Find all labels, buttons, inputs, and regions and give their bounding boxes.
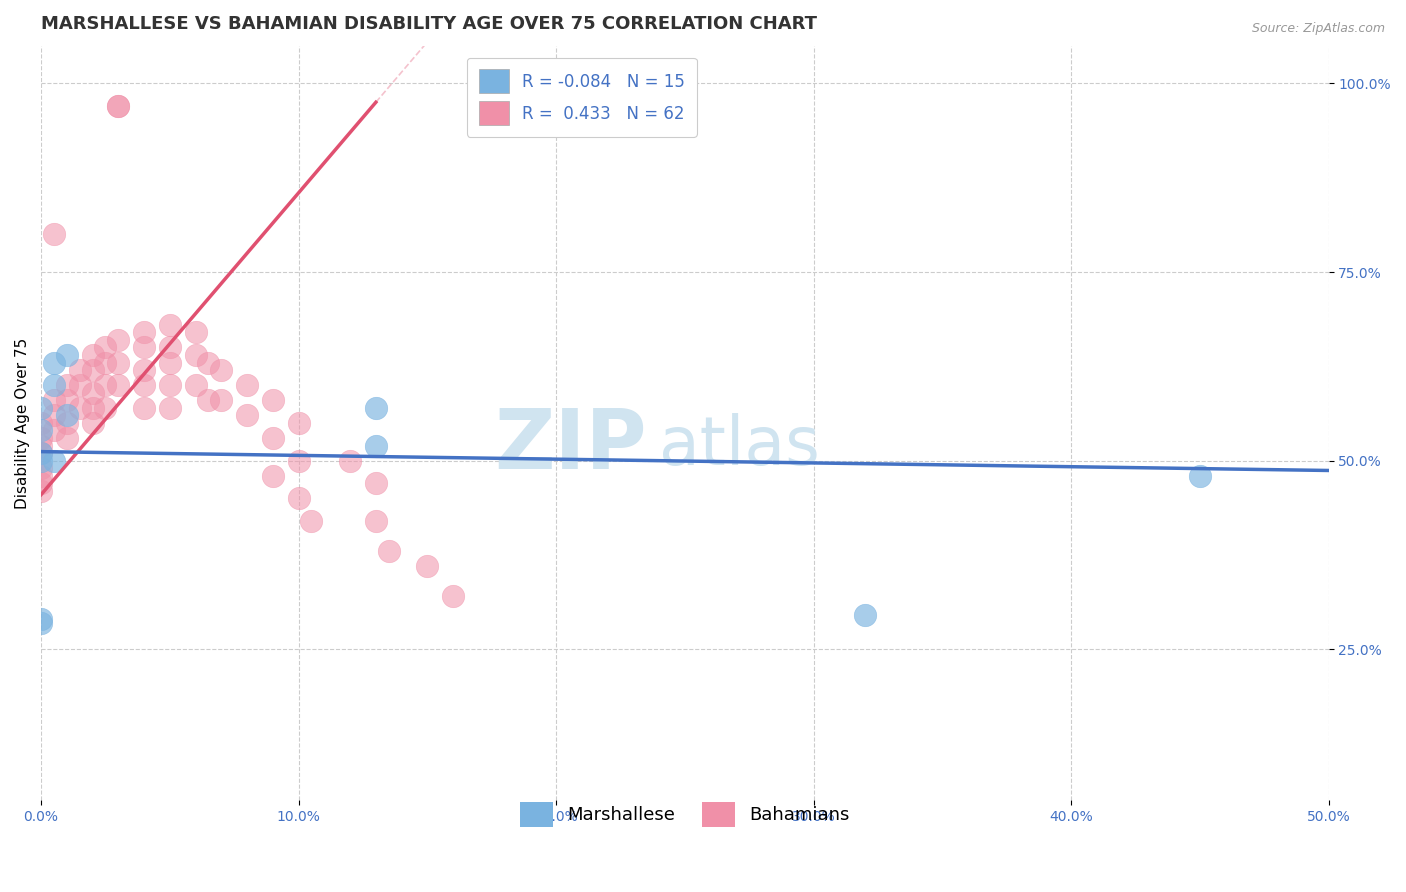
Point (82, 363, 104, 377)
Point (107, 99, 129, 113)
Point (364, 401, 387, 415)
Point (132, 378, 155, 392)
Point (364, 476, 387, 491)
Point (30, 615, 52, 630)
Point (184, 348, 207, 362)
Point (107, 355, 129, 369)
Point (42, 355, 65, 369)
Point (132, 401, 155, 415)
Point (30, 476, 52, 491)
Point (159, 355, 181, 369)
Text: MARSHALLESE VS BAHAMIAN DISABILITY AGE OVER 75 CORRELATION CHART: MARSHALLESE VS BAHAMIAN DISABILITY AGE O… (41, 15, 817, 33)
Point (56, 431, 79, 445)
Point (107, 378, 129, 392)
Point (56, 378, 79, 392)
Point (416, 559, 439, 574)
Point (339, 453, 361, 467)
Point (209, 363, 232, 377)
Point (287, 416, 309, 430)
Point (82, 401, 104, 415)
Point (42, 424, 65, 438)
Point (107, 333, 129, 347)
Point (30, 446, 52, 460)
Point (853, 608, 876, 623)
Text: Source: ZipAtlas.com: Source: ZipAtlas.com (1251, 22, 1385, 36)
Point (107, 99, 129, 113)
Point (94, 401, 117, 415)
Point (132, 363, 155, 377)
Text: atlas: atlas (659, 413, 820, 479)
Point (69, 363, 91, 377)
Point (30, 439, 52, 453)
Point (82, 385, 104, 400)
Point (30, 461, 52, 475)
Text: ZIP: ZIP (494, 405, 647, 486)
Point (42, 453, 65, 467)
Point (42, 393, 65, 408)
Point (56, 393, 79, 408)
Point (82, 348, 104, 362)
Point (132, 326, 155, 340)
Point (69, 378, 91, 392)
Point (159, 341, 181, 355)
Point (30, 453, 52, 467)
Point (56, 416, 79, 430)
Point (262, 431, 284, 445)
Point (30, 416, 52, 430)
Point (159, 378, 181, 392)
Point (132, 341, 155, 355)
Point (364, 514, 387, 528)
Y-axis label: Disability Age Over 75: Disability Age Over 75 (15, 337, 30, 508)
Point (197, 393, 219, 408)
Point (30, 483, 52, 498)
Point (69, 401, 91, 415)
Point (30, 612, 52, 626)
Point (159, 401, 181, 415)
Point (82, 416, 104, 430)
Point (42, 378, 65, 392)
Point (209, 393, 232, 408)
Point (441, 590, 464, 604)
Point (184, 326, 207, 340)
Point (184, 378, 207, 392)
Point (377, 544, 399, 558)
Point (30, 424, 52, 438)
Point (42, 409, 65, 423)
Point (56, 348, 79, 362)
Point (56, 409, 79, 423)
Point (287, 491, 309, 506)
Point (1188, 468, 1211, 483)
Point (236, 409, 259, 423)
Point (94, 341, 117, 355)
Point (30, 401, 52, 415)
Point (262, 393, 284, 408)
Legend: Marshallese, Bahamians: Marshallese, Bahamians (512, 793, 859, 837)
Point (30, 446, 52, 460)
Point (364, 439, 387, 453)
Point (262, 468, 284, 483)
Point (42, 227, 65, 242)
Point (287, 453, 309, 467)
Point (30, 431, 52, 445)
Point (30, 468, 52, 483)
Point (197, 355, 219, 369)
Point (236, 378, 259, 392)
Point (94, 355, 117, 369)
Point (301, 514, 323, 528)
Point (94, 378, 117, 392)
Point (159, 318, 181, 332)
